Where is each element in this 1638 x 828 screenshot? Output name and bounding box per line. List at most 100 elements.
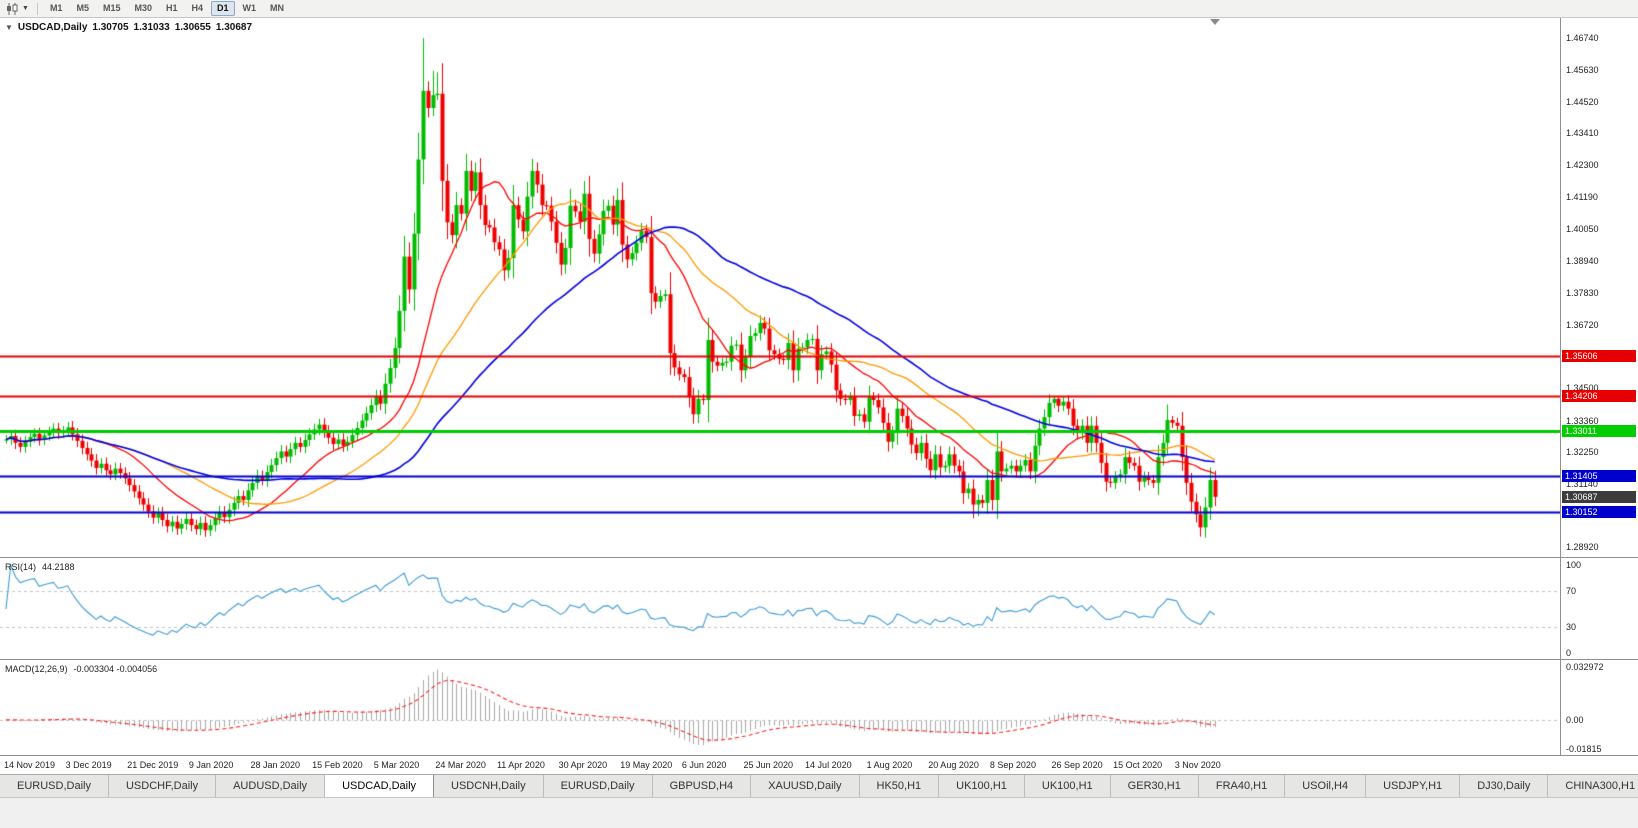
ohlc-open: 1.30705 [92, 22, 129, 33]
candlestick-chart-icon [7, 2, 18, 15]
chart-tab-gbpusd-h4[interactable]: GBPUSD,H4 [652, 775, 752, 797]
chart-tab-usdjpy-h1[interactable]: USDJPY,H1 [1366, 775, 1461, 797]
chart-tab-hk50-h1[interactable]: HK50,H1 [859, 775, 940, 797]
time-axis[interactable]: 14 Nov 2019 3 Dec 2019 21 Dec 2019 9 Jan 20… [0, 756, 1638, 774]
time-axis-label: 1 Aug 2020 [866, 760, 913, 770]
chevron-down-icon: ▼ [22, 4, 29, 12]
time-axis-label: 9 Jan 2020 [188, 760, 234, 770]
timeframe-button-d1[interactable]: D1 [211, 1, 235, 16]
current-price-label: 1.30687 [1562, 490, 1636, 503]
chart-shift-marker-icon[interactable] [1210, 19, 1220, 25]
time-axis-label: 24 Mar 2020 [435, 760, 486, 770]
price-axis-tick: 1.42300 [1566, 160, 1599, 171]
time-axis-label: 8 Sep 2020 [989, 760, 1036, 770]
chart-header: ▼ USDCAD,Daily 1.30705 1.31033 1.30655 1… [5, 22, 252, 33]
macd-indicator-name: MACD(12,26,9) [5, 664, 68, 674]
time-axis-label: 19 May 2020 [620, 760, 673, 770]
chart-symbol-period: USDCAD,Daily [17, 22, 88, 33]
price-level-label: 1.31405 [1562, 470, 1636, 483]
chart-tab-audusd-daily[interactable]: AUDUSD,Daily [216, 775, 326, 797]
time-axis-label: 15 Oct 2020 [1113, 760, 1163, 770]
chart-area: 1.46740 1.45630 1.44520 1.43410 1.42300 1.411… [0, 18, 1638, 756]
collapse-chart-icon[interactable]: ▼ [5, 23, 13, 32]
chart-tab-uk100-h1[interactable]: UK100,H1 [1024, 775, 1111, 797]
chart-type-selector[interactable]: ▼ [4, 2, 31, 15]
price-axis-tick: 1.36720 [1566, 319, 1599, 330]
price-axis-tick: 1.43410 [1566, 128, 1599, 139]
macd-pane-splitter[interactable] [0, 659, 1638, 660]
chart-tab-bar: EURUSD,Daily USDCHF,Daily AUDUSD,Daily USDC… [0, 774, 1638, 797]
price-axis-tick: 1.31140 [1566, 479, 1598, 489]
chart-tab-eurusd-daily[interactable]: EURUSD,Daily [543, 775, 653, 797]
time-axis-label: 3 Dec 2019 [65, 760, 112, 770]
chart-tab-usdchf-daily[interactable]: USDCHF,Daily [108, 775, 217, 797]
macd-indicator-values: -0.003304 -0.004056 [73, 664, 158, 674]
timeframe-button-m1[interactable]: M1 [49, 3, 63, 13]
timeframe-button-h4[interactable]: H4 [191, 3, 204, 13]
time-axis-label: 6 Jun 2020 [681, 760, 727, 770]
macd-axis-label: -0.01815 [1566, 744, 1602, 754]
price-axis-tick: 1.44520 [1566, 96, 1599, 107]
rsi-axis-label: 30 [1566, 621, 1577, 632]
macd-axis-label: 0.032972 [1566, 662, 1604, 672]
chart-tab-xauusd-daily[interactable]: XAUUSD,Daily [751, 775, 860, 797]
time-axis-label: 26 Sep 2020 [1051, 760, 1103, 770]
price-axis-tick: 1.45630 [1566, 65, 1599, 75]
ohlc-low: 1.30655 [174, 22, 211, 33]
timeframe-button-m30[interactable]: M30 [134, 3, 152, 13]
price-axis[interactable]: 1.46740 1.45630 1.44520 1.43410 1.42300 1.411… [1560, 18, 1638, 756]
rsi-axis-label: 70 [1566, 586, 1577, 597]
price-level-label: 1.34206 [1562, 390, 1636, 403]
time-axis-label: 5 Mar 2020 [373, 760, 420, 770]
chart-tab-dj30-daily[interactable]: DJ30,Daily [1460, 775, 1549, 797]
price-level-label: 1.35606 [1562, 350, 1636, 363]
timeframe-button-mn[interactable]: MN [270, 3, 285, 13]
macd-pane-label: MACD(12,26,9) -0.003304 -0.004056 [5, 664, 157, 674]
timeframe-button-w1[interactable]: W1 [242, 3, 257, 13]
time-axis-label: 30 Apr 2020 [558, 760, 608, 770]
time-axis-label: 11 Apr 2020 [496, 760, 545, 770]
chart-tab-eurusd-daily[interactable]: EURUSD,Daily [0, 775, 109, 797]
timeframe-button-m5[interactable]: M5 [76, 3, 89, 13]
time-axis-label: 25 Jun 2020 [743, 760, 793, 770]
time-axis-label: 14 Jul 2020 [805, 760, 852, 770]
price-axis-tick: 1.38940 [1566, 256, 1599, 267]
price-axis-tick: 1.28920 [1566, 542, 1599, 553]
chart-tab-usoil-h4[interactable]: USOil,H4 [1285, 775, 1367, 797]
price-axis-tick: 1.37830 [1566, 287, 1599, 298]
ohlc-high: 1.31033 [133, 22, 170, 33]
timeframe-group: M1 M5 M15 M30 H1 H4 D1 W1 MN [44, 1, 290, 16]
time-axis-label: 15 Feb 2020 [312, 760, 363, 770]
rsi-axis-label: 0 [1566, 648, 1572, 658]
time-axis-separator [0, 755, 1638, 756]
chart-tab-usdcad-daily[interactable]: USDCAD,Daily [325, 775, 435, 797]
chart-tab-usdcnh-daily[interactable]: USDCNH,Daily [434, 775, 544, 797]
timeframe-button-m15[interactable]: M15 [102, 3, 121, 13]
chart-tab-fra40-h1[interactable]: FRA40,H1 [1198, 775, 1286, 797]
price-axis-tick: 1.41190 [1566, 191, 1598, 202]
chart-tab-uk100-h1[interactable]: UK100,H1 [939, 775, 1025, 797]
macd-pane-canvas[interactable] [0, 660, 1560, 756]
rsi-pane-splitter[interactable] [0, 557, 1638, 558]
timeframe-toolbar: ▼ M1 M5 M15 M30 H1 H4 D1 W1 MN [0, 0, 1638, 18]
rsi-indicator-name: RSI(14) [5, 562, 37, 572]
price-axis-tick: 1.32250 [1566, 447, 1599, 458]
time-axis-label: 28 Jan 2020 [250, 760, 301, 770]
time-axis-label: 21 Dec 2019 [127, 760, 179, 770]
timeframe-button-h1[interactable]: H1 [166, 3, 178, 13]
chart-tab-china300-h1[interactable]: CHINA300,H1 [1548, 775, 1638, 797]
macd-axis-label: 0.00 [1566, 714, 1584, 725]
toolbar-separator [36, 2, 38, 15]
rsi-axis-label: 100 [1566, 560, 1582, 570]
price-axis-tick: 1.33360 [1566, 415, 1599, 426]
rsi-pane-label: RSI(14) 44.2188 [5, 562, 75, 572]
price-axis-tick: 1.40050 [1566, 224, 1599, 235]
rsi-pane-canvas[interactable] [0, 558, 1560, 660]
ohlc-close: 1.30687 [215, 22, 253, 33]
price-level-label: 1.30152 [1562, 506, 1636, 519]
time-axis-label: 3 Nov 2020 [1174, 760, 1221, 770]
price-axis-tick: 1.34500 [1566, 383, 1599, 393]
price-chart-canvas[interactable] [0, 18, 1560, 558]
chart-tab-ger30-h1[interactable]: GER30,H1 [1110, 775, 1199, 797]
